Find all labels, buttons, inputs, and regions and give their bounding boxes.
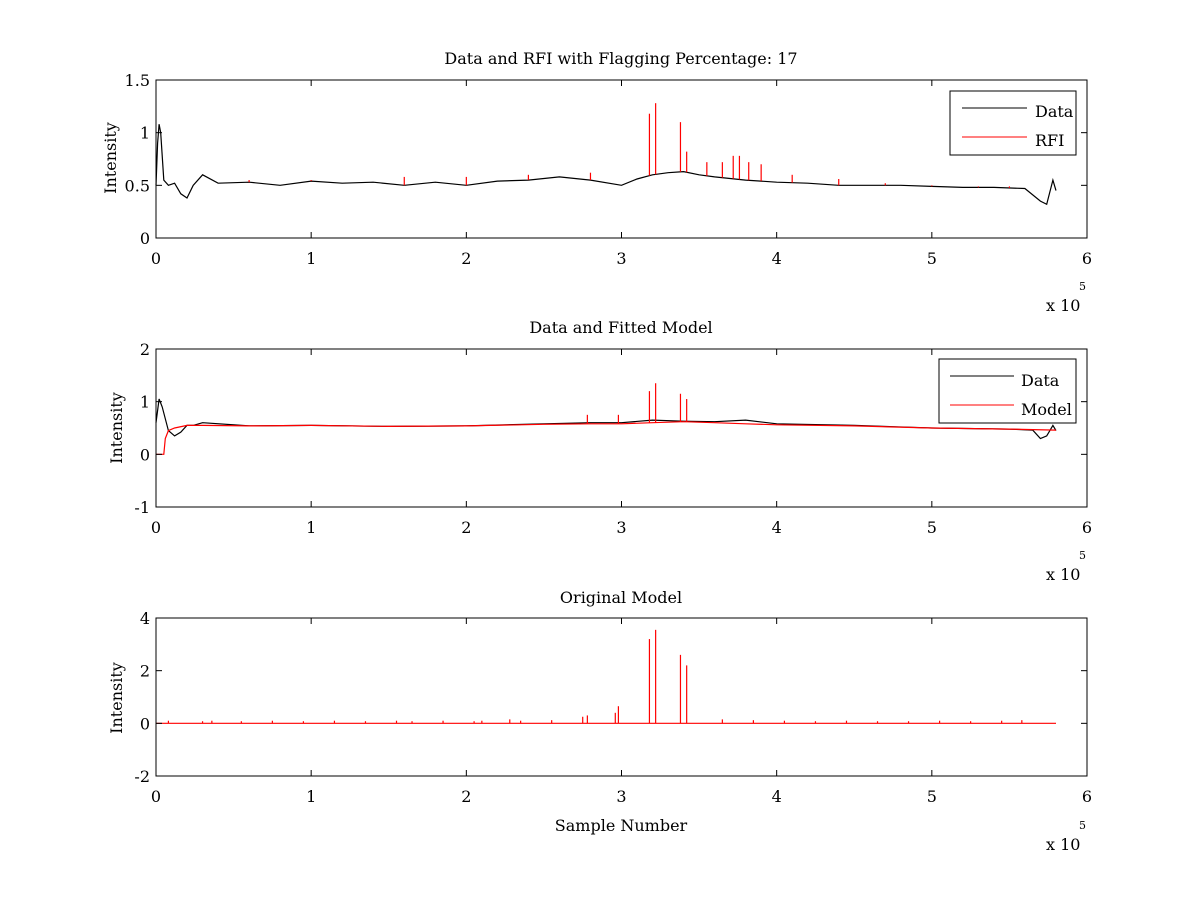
y-axis-label: Intensity [107, 662, 126, 734]
x-multiplier-label: x 10 [1046, 565, 1080, 584]
x-tick-label: 0 [151, 518, 161, 537]
x-multiplier-exponent: 5 [1079, 819, 1086, 832]
panel-data-fitted-model: Data and Fitted Model Intensity 0 1 2 3 4 5 6 -… [107, 318, 1092, 584]
x-tick-label: 5 [927, 787, 937, 806]
y-tick-label: 2 [140, 662, 150, 681]
y-tick-label: -1 [134, 498, 150, 517]
legend-box [949, 90, 1077, 156]
y-tick-label: 0 [140, 229, 150, 248]
x-tick-label: 0 [151, 787, 161, 806]
y-tick-label: 0 [140, 445, 150, 464]
y-axis-label: Intensity [107, 392, 126, 464]
panel-title: Original Model [560, 588, 682, 607]
y-tick-label: 1 [140, 393, 150, 412]
x-tick-label: 0 [151, 249, 161, 268]
y-tick-label: 2 [140, 340, 150, 359]
x-tick-label: 3 [616, 518, 626, 537]
x-tick-label: 3 [616, 249, 626, 268]
x-tick-label: 5 [927, 249, 937, 268]
x-axis-label: Sample Number [555, 816, 688, 835]
legend-box [938, 358, 1077, 424]
panel-title: Data and Fitted Model [529, 318, 712, 337]
x-tick-label: 1 [306, 787, 316, 806]
y-axis-label: Intensity [101, 122, 120, 194]
legend: Data Model [938, 358, 1077, 424]
x-tick-label: 4 [772, 249, 782, 268]
legend-entry-data: Data [1021, 371, 1060, 390]
y-tick-label: 1.5 [125, 71, 150, 90]
x-multiplier-exponent: 5 [1079, 549, 1086, 562]
x-multiplier-exponent: 5 [1079, 280, 1086, 293]
x-tick-label: 6 [1082, 249, 1092, 268]
series-line-data [155, 124, 1057, 206]
x-tick-label: 4 [772, 787, 782, 806]
y-tick-label: 4 [140, 609, 150, 628]
y-tick-label: 1 [140, 124, 150, 143]
y-tick-label: -2 [134, 767, 150, 786]
x-tick-label: 2 [461, 787, 471, 806]
x-tick-label: 3 [616, 787, 626, 806]
x-tick-label: 2 [461, 518, 471, 537]
x-multiplier-label: x 10 [1046, 835, 1080, 854]
x-tick-label: 6 [1082, 787, 1092, 806]
legend: Data RFI [949, 90, 1077, 156]
legend-entry-rfi: RFI [1035, 131, 1064, 150]
x-multiplier-label: x 10 [1046, 296, 1080, 315]
y-tick-label: 0.5 [125, 176, 150, 195]
y-tick-label: 0 [140, 714, 150, 733]
x-tick-label: 5 [927, 518, 937, 537]
series-line-model [156, 421, 1057, 455]
panel-title: Data and RFI with Flagging Percentage: 1… [444, 49, 797, 68]
legend-entry-data: Data [1035, 102, 1074, 121]
x-tick-label: 2 [461, 249, 471, 268]
x-tick-label: 6 [1082, 518, 1092, 537]
x-tick-label: 4 [772, 518, 782, 537]
legend-entry-model: Model [1021, 400, 1072, 419]
x-tick-label: 1 [306, 249, 316, 268]
panel-data-rfi: Data and RFI with Flagging Percentage: 1… [101, 49, 1092, 315]
x-tick-label: 1 [306, 518, 316, 537]
